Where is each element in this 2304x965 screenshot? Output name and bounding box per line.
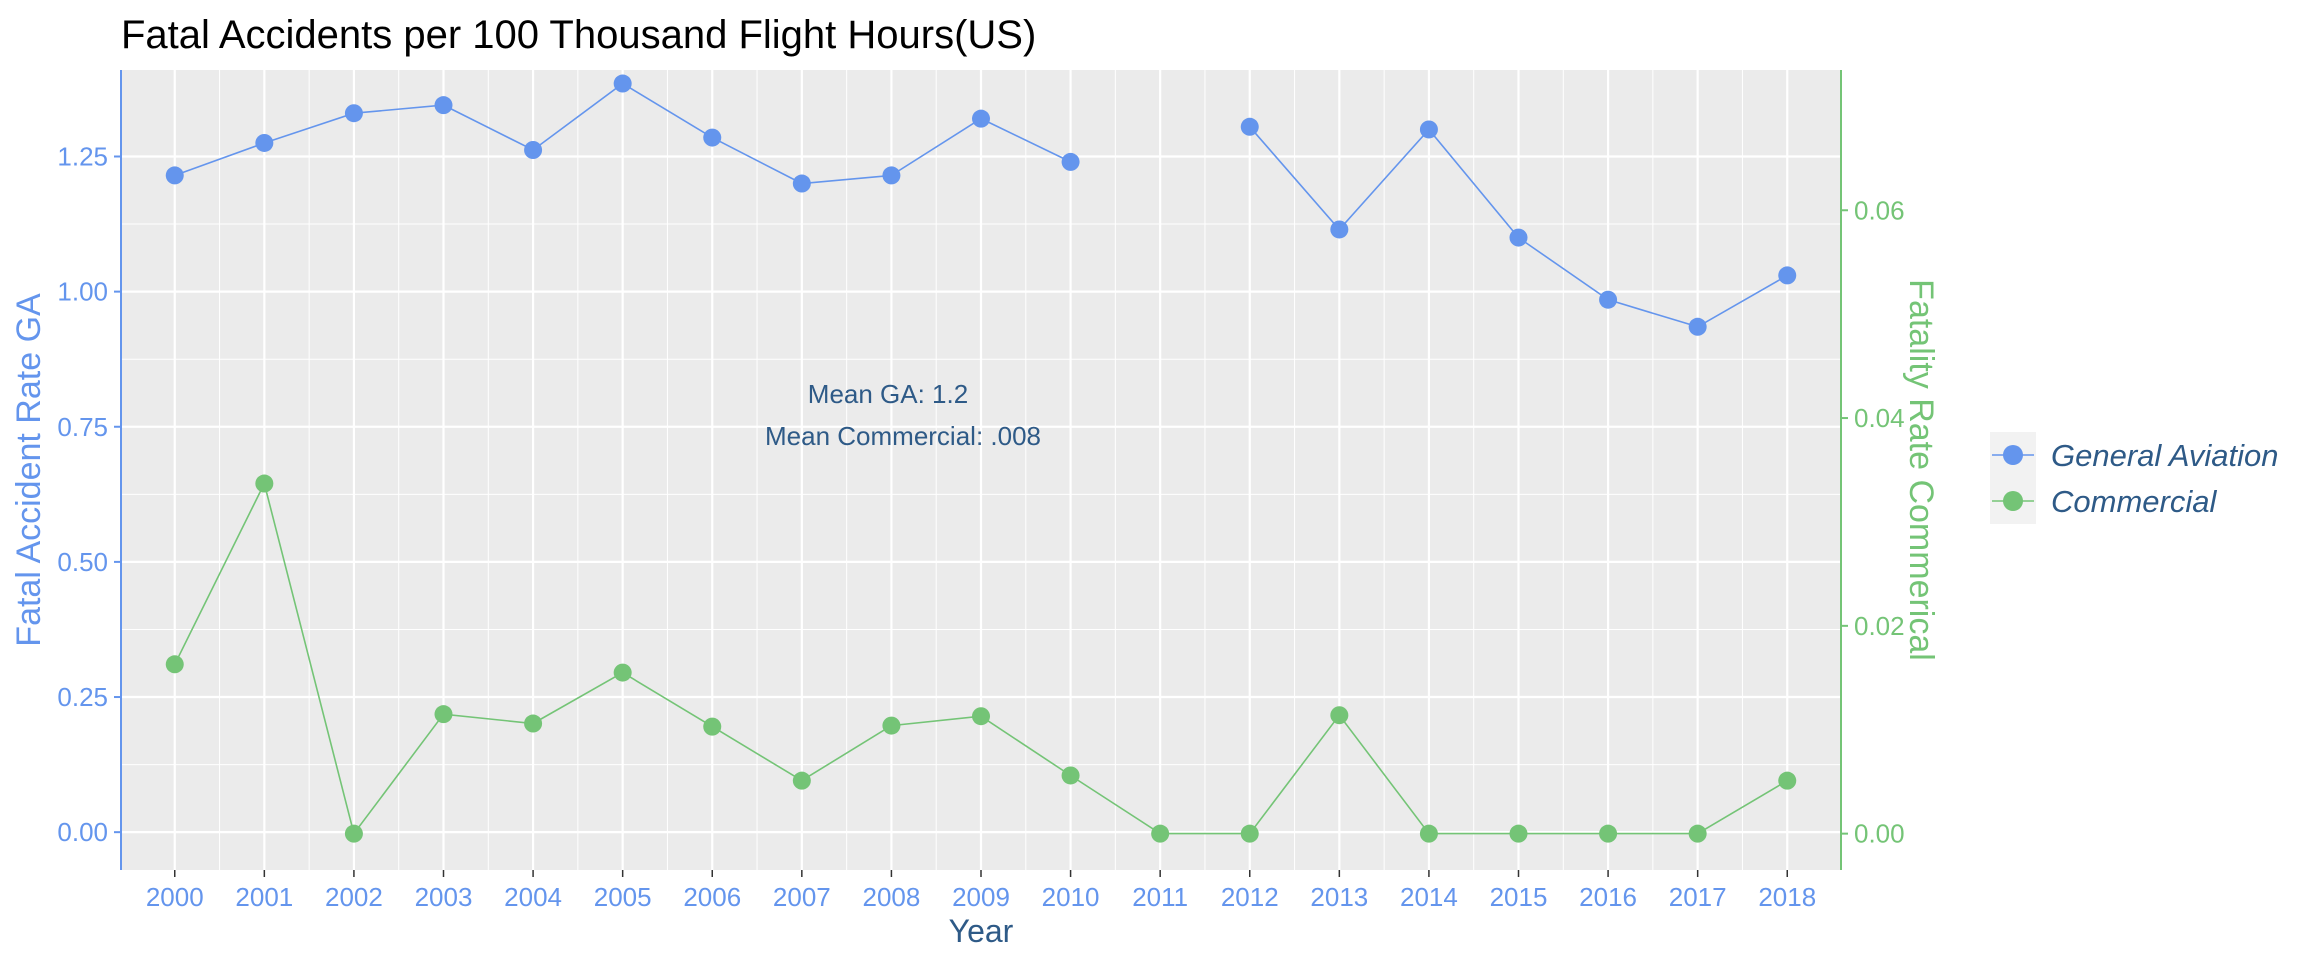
data-point-commercial	[1419, 824, 1438, 843]
data-point-commercial	[1599, 824, 1618, 843]
x-tick-label: 2004	[504, 882, 562, 912]
data-point-commercial	[972, 707, 990, 726]
x-tick-label: 2014	[1400, 882, 1458, 912]
legend-label-ga: General Aviation	[2051, 438, 2278, 473]
grid-lines	[121, 70, 1841, 870]
data-point-commercial	[1509, 824, 1528, 843]
x-tick-label: 2002	[325, 882, 383, 912]
series-layer	[165, 74, 1797, 843]
annotation-mean-commercial: Mean Commercial: .008	[765, 421, 1041, 451]
data-point-general-aviation	[434, 96, 453, 115]
data-point-general-aviation	[1509, 228, 1528, 247]
data-point-commercial	[613, 663, 632, 682]
y2-tick-label: 0.04	[1854, 403, 1905, 433]
data-point-general-aviation	[1778, 266, 1797, 285]
legend-key-marker-ga	[2003, 445, 2023, 465]
x-axis-title: Year	[949, 913, 1014, 949]
x-tick-label: 2000	[146, 882, 204, 912]
x-tick-label: 2008	[862, 882, 920, 912]
data-point-general-aviation	[1240, 117, 1259, 136]
x-tick-label: 2005	[594, 882, 652, 912]
data-point-general-aviation	[703, 128, 722, 147]
left-axis-ticks: 0.00 0.25 0.50 0.75 1.00 1.25	[57, 141, 121, 847]
legend-label-commercial: Commercial	[2051, 484, 2217, 519]
data-point-general-aviation	[524, 141, 543, 159]
y-tick-label: 1.25	[57, 141, 108, 171]
data-point-commercial	[1330, 706, 1349, 725]
data-point-commercial	[524, 714, 543, 733]
x-tick-label: 2015	[1490, 882, 1548, 912]
x-tick-label: 2012	[1221, 882, 1279, 912]
right-axis-ticks: 0.00 0.02 0.04 0.06	[1841, 195, 1905, 849]
y2-axis-title: Fatality Rate Commerical	[1902, 279, 1940, 661]
data-point-commercial	[344, 824, 363, 843]
x-tick-label: 2007	[773, 882, 831, 912]
data-point-commercial	[1240, 824, 1259, 843]
annotation-mean-ga: Mean GA: 1.2	[808, 379, 968, 409]
data-point-commercial	[703, 717, 722, 736]
x-tick-label: 2011	[1132, 882, 1188, 912]
data-point-general-aviation	[1330, 220, 1349, 239]
data-point-commercial	[1778, 771, 1797, 790]
data-point-commercial	[1061, 766, 1080, 785]
legend-key-marker-commercial	[2003, 491, 2023, 511]
x-tick-label: 2010	[1042, 882, 1100, 912]
chart-title: Fatal Accidents per 100 Thousand Flight …	[121, 13, 1036, 57]
data-point-general-aviation	[882, 166, 901, 185]
data-point-commercial	[1151, 824, 1170, 843]
data-point-commercial	[792, 771, 811, 790]
legend: General Aviation Commercial	[1990, 432, 2278, 524]
y-tick-label: 0.25	[57, 682, 108, 712]
data-point-commercial	[255, 474, 274, 493]
data-point-commercial	[882, 716, 901, 735]
y-tick-label: 0.75	[57, 412, 108, 442]
data-point-general-aviation	[255, 133, 274, 152]
data-point-general-aviation	[613, 74, 632, 93]
data-point-general-aviation	[165, 166, 184, 185]
data-point-general-aviation	[1688, 317, 1707, 336]
data-point-commercial	[434, 705, 453, 724]
data-point-general-aviation	[344, 104, 363, 123]
data-point-general-aviation	[792, 174, 811, 193]
y2-tick-label: 0.02	[1854, 611, 1905, 641]
data-point-general-aviation	[972, 109, 990, 128]
y2-tick-label: 0.06	[1854, 195, 1905, 225]
data-point-general-aviation	[1419, 120, 1438, 139]
x-tick-label: 2003	[415, 882, 473, 912]
data-point-general-aviation	[1061, 152, 1080, 171]
x-tick-label: 2006	[683, 882, 741, 912]
x-tick-label: 2001	[235, 882, 293, 912]
y-tick-label: 0.50	[57, 547, 108, 577]
x-tick-label: 2016	[1579, 882, 1637, 912]
y-tick-label: 0.00	[57, 817, 108, 847]
x-axis-ticks: 2000 2001 2002 2003 2004 2005 2006 2007 2008 2009…	[146, 870, 1816, 912]
y2-tick-label: 0.00	[1854, 819, 1905, 849]
y-axis-title: Fatal Accident Rate GA	[10, 293, 48, 647]
x-tick-label: 2018	[1758, 882, 1816, 912]
y-tick-label: 1.00	[57, 277, 108, 307]
data-point-general-aviation	[1599, 290, 1618, 309]
x-tick-label: 2013	[1310, 882, 1368, 912]
data-point-commercial	[1688, 824, 1707, 843]
x-tick-label: 2017	[1669, 882, 1727, 912]
x-tick-label: 2009	[952, 882, 1010, 912]
data-point-commercial	[165, 655, 184, 674]
